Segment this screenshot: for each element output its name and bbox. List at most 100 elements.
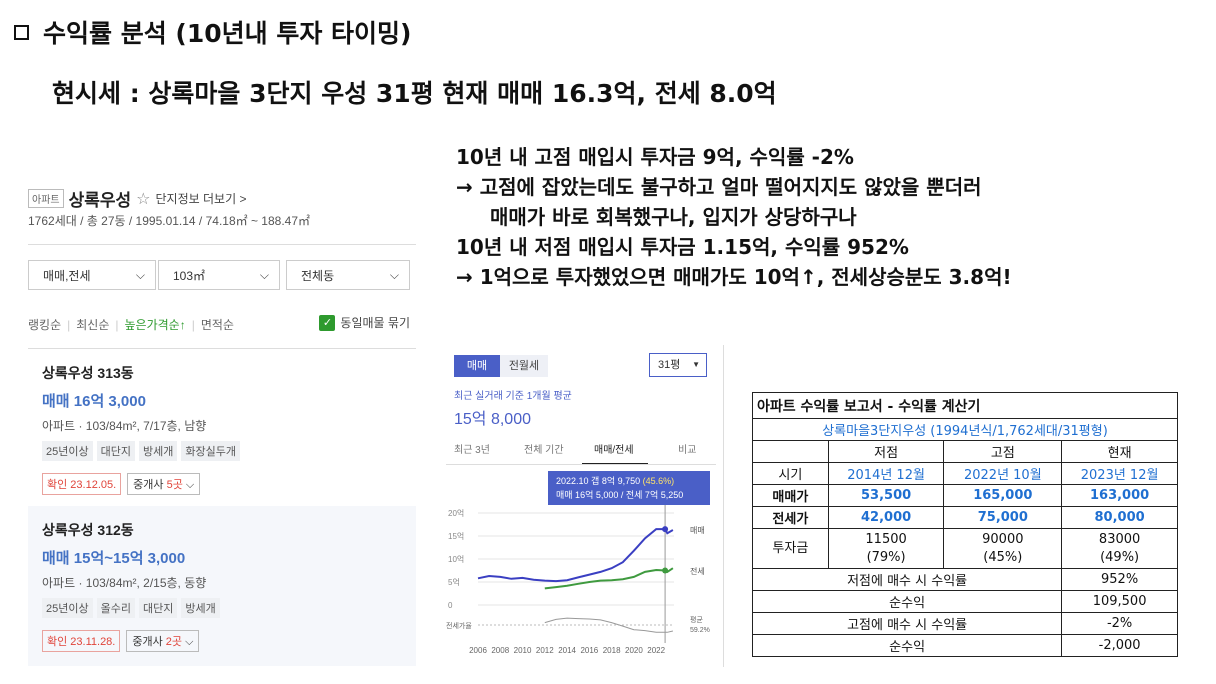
report-row-period: 시기 2014년 12월 2022년 10월 2023년 12월 xyxy=(752,462,1178,485)
sort-ranking[interactable]: 랭킹순 xyxy=(28,318,62,332)
gap-avg-label: 평균 xyxy=(690,615,703,624)
complex-name: 상록우성 xyxy=(68,191,132,210)
analysis-line: 10년 내 저점 매입시 투자금 1.15억, 수익률 952% xyxy=(456,235,909,259)
listing-price: 매매 15억~15억 3,000 xyxy=(42,550,186,567)
chevron-down-icon: ⌵ xyxy=(259,267,269,282)
listing-desc: 아파트 · 103/84m², 2/15층, 동향 xyxy=(42,576,207,590)
cell: 42,000 xyxy=(827,506,945,529)
listing-tag: 25년이상 xyxy=(42,441,93,461)
sort-latest[interactable]: 최신순 xyxy=(76,318,110,332)
tab-sale-rent[interactable]: 매매/전세 xyxy=(594,445,634,456)
analysis-line: 매매가 바로 회복했구나, 입지가 상당하구나 xyxy=(490,205,857,229)
slide-title-text: 수익률 분석 (10년내 투자 타이밍) xyxy=(43,19,412,48)
building-select[interactable]: 전체동 ⌵ xyxy=(286,260,410,290)
sort-high-price[interactable]: 높은가격순↑ xyxy=(124,318,186,332)
dupe-group-toggle[interactable]: ✓ 동일매물 묶기 xyxy=(319,314,410,331)
sort-area[interactable]: 면적순 xyxy=(200,318,234,332)
report-header-row: 저점 고점 현재 xyxy=(752,440,1178,463)
trade-type-select[interactable]: 매매,전세 ⌵ xyxy=(28,260,156,290)
listing-tags: 25년이상 올수리 대단지 방세개 xyxy=(42,598,402,618)
toggle-sale[interactable]: 매매 xyxy=(454,355,500,377)
summary-label: 순수익 xyxy=(751,634,1063,657)
x-tick-label: 2022 xyxy=(647,646,665,655)
agent-count-button[interactable]: 중개사 2곳 ⌵ xyxy=(126,630,200,652)
price-line-chart: 20억 15억 10억 5억 0 전세가율 평균 59.2% 2006 2008 2010 2012 2… xyxy=(446,505,710,655)
tab-compare[interactable]: 비교 xyxy=(678,445,697,456)
roi-report-table: 아파트 수익률 보고서 - 수익률 계산기 상록마을3단지우성 (1994년식/… xyxy=(751,392,1178,657)
cell: 53,500 xyxy=(827,484,945,507)
slide-subtitle: 현시세 : 상록마을 3단지 우성 31평 현재 매매 16.3억, 전세 8.… xyxy=(52,79,777,108)
y-tick-label: 15억 xyxy=(448,531,464,541)
area-select[interactable]: 103㎡ ⌵ xyxy=(158,260,280,290)
tab-all-period[interactable]: 전체 기간 xyxy=(524,445,564,456)
row-label: 투자금 xyxy=(752,528,829,569)
report-row-summary: 순수익 -2,000 xyxy=(751,634,1178,657)
chevron-down-icon: ⌵ xyxy=(185,479,195,491)
report-complex: 상록마을3단지우성 (1994년식/1,762세대/31평형) xyxy=(752,418,1178,441)
gap-avg-value: 59.2% xyxy=(690,627,710,634)
toggle-rent[interactable]: 전월세 xyxy=(500,355,548,377)
confirm-date-badge: 확인 23.11.28. xyxy=(42,630,121,652)
agent-prefix: 중개사 xyxy=(132,636,166,648)
report-row-summary: 저점에 매수 시 수익률 952% xyxy=(751,568,1178,591)
report-row-investment: 투자금 11500 (79%) 90000 (45%) 83000 (49%) xyxy=(752,528,1178,569)
avg-note: 최근 실거래 기준 1개월 평균 xyxy=(454,391,572,402)
listing-item[interactable]: 상록우성 312동 매매 15억~15억 3,000 아파트 · 103/84m… xyxy=(28,506,416,666)
divider xyxy=(446,464,716,465)
report-title: 아파트 수익률 보고서 - 수익률 계산기 xyxy=(752,392,1178,419)
divider xyxy=(28,348,416,349)
pyeong-select[interactable]: 31평 ▼ xyxy=(649,353,707,377)
row-label: 전세가 xyxy=(752,506,829,529)
analysis-line: → 고점에 잡았는데도 불구하고 얼마 떨어지지도 않았을 뿐더러 xyxy=(456,175,982,199)
header-cell: 현재 xyxy=(1061,440,1178,463)
summary-label: 저점에 매수 시 수익률 xyxy=(751,568,1063,591)
listing-panel: 아파트 상록우성 ☆ 단지정보 더보기 > 1762세대 / 총 27동 / 1… xyxy=(14,176,416,666)
confirm-date-badge: 확인 23.12.05. xyxy=(42,473,122,495)
triangle-down-icon: ▼ xyxy=(692,360,700,369)
row-label: 시기 xyxy=(752,462,829,485)
x-tick-label: 2018 xyxy=(603,646,621,655)
tab-recent-3y[interactable]: 최근 3년 xyxy=(454,445,490,456)
invest-amount: 90000 xyxy=(982,531,1024,547)
listing-price: 매매 16억 3,000 xyxy=(42,393,146,410)
cell: 80,000 xyxy=(1061,506,1178,529)
report-row-summary: 순수익 109,500 xyxy=(751,590,1178,613)
summary-value: -2% xyxy=(1061,612,1178,635)
square-bullet-icon xyxy=(14,24,29,40)
divider xyxy=(28,244,416,245)
listing-title: 상록우성 312동 xyxy=(42,522,134,538)
x-tick-label: 2014 xyxy=(558,646,576,655)
complex-info-link[interactable]: 단지정보 더보기 > xyxy=(155,192,247,206)
avg-price: 15억 8,000 xyxy=(454,411,532,428)
listing-tag: 대단지 xyxy=(96,441,135,461)
cell: 165,000 xyxy=(943,484,1063,507)
agent-count: 5곳 xyxy=(166,479,183,491)
y-tick-label: 0 xyxy=(448,601,453,610)
listing-tag: 화장실두개 xyxy=(181,441,240,461)
sort-options: 랭킹순 | 최신순 | 높은가격순↑ | 면적순 ✓ 동일매물 묶기 xyxy=(28,314,410,332)
analysis-line: 10년 내 고점 매입시 투자금 9억, 수익률 -2% xyxy=(456,145,854,169)
chart-tooltip: 2022.10 갭 8억 9,750 (45.6%) 매매 16억 5,000 … xyxy=(548,471,710,505)
slide-title: 수익률 분석 (10년내 투자 타이밍) xyxy=(14,14,411,50)
dupe-group-label: 동일매물 묶기 xyxy=(340,316,410,330)
agent-count-button[interactable]: 중개사 5곳 ⌵ xyxy=(127,473,201,495)
summary-label: 고점에 매수 시 수익률 xyxy=(751,612,1063,635)
checkbox-checked-icon[interactable]: ✓ xyxy=(319,314,336,331)
x-tick-label: 2008 xyxy=(491,646,509,655)
star-icon[interactable]: ☆ xyxy=(136,190,151,208)
cell: 163,000 xyxy=(1061,484,1178,507)
cell: 83000 (49%) xyxy=(1061,528,1178,569)
cell: 90000 (45%) xyxy=(943,528,1063,569)
pyeong-value: 31평 xyxy=(658,359,681,371)
cell: 2022년 10월 xyxy=(943,462,1063,485)
listing-tag: 방세개 xyxy=(181,598,220,618)
header-cell: 저점 xyxy=(827,440,945,463)
invest-pct: (79%) xyxy=(866,549,906,565)
series-label-jeonse: 전세 xyxy=(690,566,705,576)
series-label-sale: 매매 xyxy=(690,526,705,535)
report-row-sale: 매매가 53,500 165,000 163,000 xyxy=(752,484,1178,507)
series-line-jeonse xyxy=(544,567,674,590)
listing-item[interactable]: 상록우성 313동 매매 16억 3,000 아파트 · 103/84m², 7… xyxy=(28,349,416,505)
invest-pct: (49%) xyxy=(1100,549,1140,565)
cell: 11500 (79%) xyxy=(827,528,945,569)
